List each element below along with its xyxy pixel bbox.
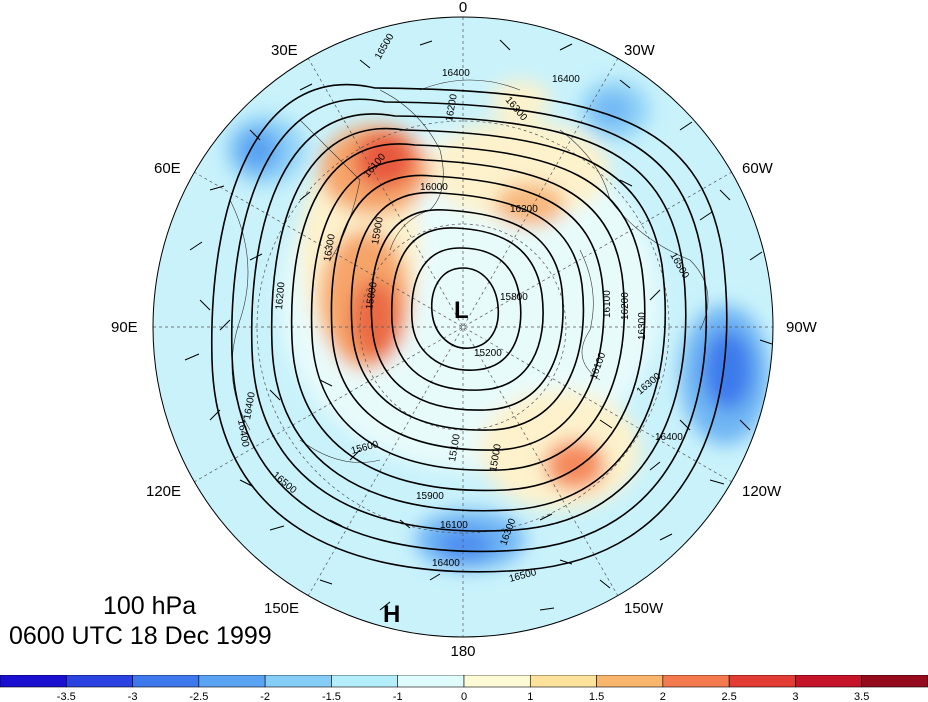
longitude-labels: 0 30W 60W 90W 120W 150W 180 150E 120E 90… (111, 0, 818, 660)
colorbar-label: 1 (527, 691, 533, 702)
colorbar-swatch (463, 675, 531, 688)
lon-label-150w: 150W (624, 600, 664, 617)
colorbar-label: 2.5 (721, 691, 736, 702)
colorbar-label: -3 (128, 691, 138, 702)
contour-label: 16400 (655, 432, 683, 443)
map-boundary (152, 16, 774, 638)
high-pressure-marker: H (383, 601, 400, 628)
colorbar-label: -3.5 (57, 691, 76, 702)
contour-label: 16200 (444, 93, 460, 123)
contour-label: 15800 (364, 281, 380, 311)
contour-label: 16100 (440, 520, 468, 531)
contour-label: 15800 (500, 292, 528, 303)
lon-label-0: 0 (459, 0, 467, 16)
contour-label: 15100 (447, 433, 463, 463)
lon-label-60w: 60W (742, 160, 774, 177)
colorbar-swatch (198, 675, 266, 688)
colorbar-label: -1 (393, 691, 403, 702)
colorbar-label: 0 (461, 691, 467, 702)
pressure-level-title: 100 hPa (103, 592, 197, 620)
contour-label: 16200 (510, 204, 538, 215)
colorbar-label: 3 (792, 691, 798, 702)
contour-label: 15900 (370, 216, 386, 246)
color-scale-bar: -3.5 -3 -2.5 -2 -1.5 -1 0 1 1.5 2 2.5 3 3.5 (0, 675, 928, 702)
colorbar-label: 1.5 (589, 691, 604, 702)
colorbar-swatch (264, 675, 332, 688)
anomaly-shading (225, 80, 770, 570)
lon-label-30w: 30W (624, 42, 656, 59)
contour-label: 15200 (474, 348, 502, 359)
contour-label: 16400 (432, 558, 460, 569)
contour-label: 16400 (552, 74, 580, 85)
contour-label: 15000 (488, 443, 504, 473)
contour-label: 16300 (637, 312, 648, 340)
contour-label: 16400 (235, 419, 251, 449)
map-disc (153, 17, 773, 637)
colorbar-label: -2.5 (189, 691, 208, 702)
valid-time-title: 0600 UTC 18 Dec 1999 (9, 622, 272, 650)
colorbar-swatch (596, 675, 664, 688)
colorbar-swatch (662, 675, 730, 688)
contour-label: 16200 (620, 292, 631, 320)
colorbar-label: 3.5 (854, 691, 869, 702)
lon-label-90w: 90W (786, 319, 818, 336)
contour-label: 16000 (420, 182, 448, 193)
colorbar-swatch (795, 675, 863, 688)
colorbar-swatch (728, 675, 796, 688)
contour-label: 16400 (442, 68, 470, 79)
colorbar-label: 2 (660, 691, 666, 702)
lon-label-180: 180 (450, 643, 475, 660)
lon-label-120w: 120W (742, 483, 782, 500)
low-pressure-marker: L (454, 297, 469, 324)
height-contours (210, 83, 728, 573)
lon-label-120e: 120E (146, 483, 181, 500)
colorbar-swatch (331, 675, 399, 688)
colorbar-swatch (861, 675, 928, 688)
lon-label-60e: 60E (154, 160, 181, 177)
lon-label-150e: 150E (264, 600, 299, 617)
contour-label: 16200 (274, 281, 287, 310)
contour-label: 15900 (416, 491, 444, 502)
colorbar-swatch (529, 675, 597, 688)
colorbar-label: -2 (260, 691, 270, 702)
colorbar-swatch (65, 675, 133, 688)
colorbar-swatch (0, 675, 67, 688)
colorbar-swatch (132, 675, 200, 688)
lon-label-30e: 30E (271, 42, 298, 59)
lon-label-90e: 90E (111, 319, 138, 336)
contour-label: 16400 (242, 391, 258, 421)
contour-label: 16100 (602, 290, 613, 318)
contour-label: 16300 (322, 233, 338, 263)
colorbar-label: -1.5 (322, 691, 341, 702)
colorbar-swatch (397, 675, 465, 688)
